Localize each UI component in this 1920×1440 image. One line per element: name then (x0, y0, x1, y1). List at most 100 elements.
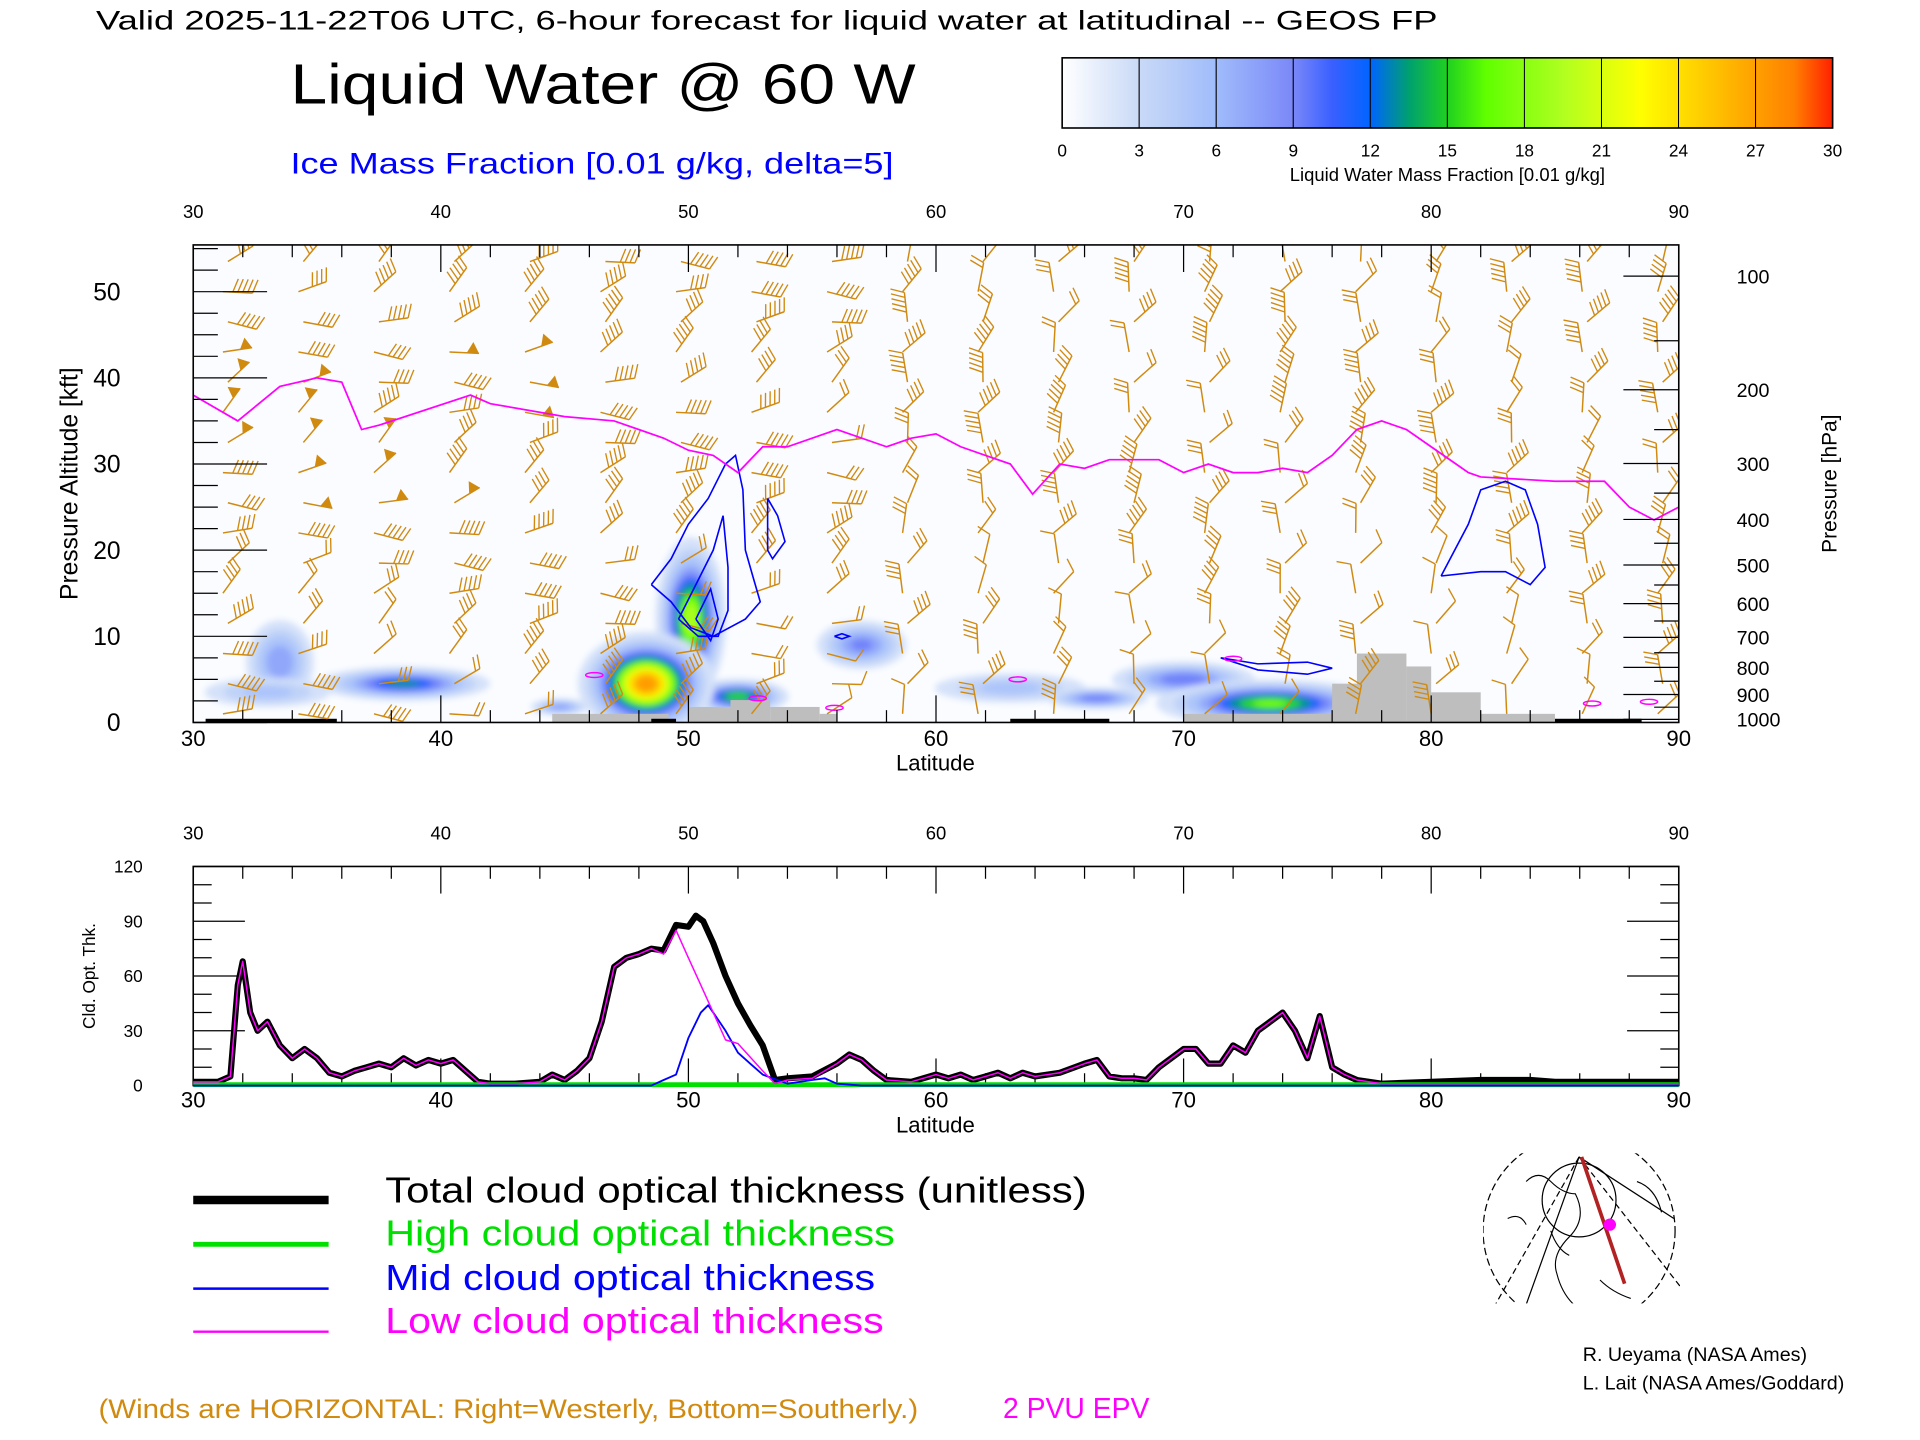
wind-barb-feather (1569, 535, 1584, 540)
wind-barb-feather (239, 532, 247, 547)
wind-barb-feather (709, 618, 719, 632)
wind-barb-feather (1435, 495, 1446, 508)
wind-barb (1416, 410, 1437, 443)
wind-barb-feather (623, 406, 634, 419)
wind-barb-feather (538, 244, 540, 259)
wind-barb-staff (982, 663, 1006, 685)
terrain-block (1480, 713, 1555, 723)
wind-barb (982, 244, 1003, 262)
wind-barb (901, 435, 918, 473)
wind-barb-feather (322, 524, 331, 538)
wind-barb-feather (1643, 327, 1658, 333)
wind-barb-feather (390, 384, 396, 400)
colorbar-tick-label: 9 (1289, 140, 1299, 160)
wind-barb (1497, 315, 1513, 353)
wind-barb-feather (1593, 230, 1606, 243)
wind-barb-feather (538, 582, 548, 597)
wind-barb-feather (845, 284, 855, 297)
wind-barb-feather (478, 521, 486, 535)
wind-barb-staff (906, 540, 928, 564)
wind-barb-feather (316, 632, 319, 648)
x-tick-label-top: 40 (431, 822, 452, 843)
wind-barb-feather (964, 415, 979, 419)
wind-barb-feather (1211, 478, 1220, 493)
wind-barb-feather (1343, 353, 1358, 359)
wind-barb-feather (1583, 676, 1595, 688)
wind-barb-feather (770, 432, 779, 446)
wind-barb-feather (702, 533, 707, 548)
wind-barb-feather (1519, 647, 1529, 660)
wind-barb (529, 552, 567, 570)
wind-barb (1428, 495, 1447, 534)
x-tick-label-top: 50 (678, 822, 699, 843)
wind-barb-feather (1263, 438, 1278, 444)
wind-barb-feather (1119, 648, 1134, 655)
x-tick-label-top: 60 (926, 201, 947, 222)
wind-barb-feather (905, 469, 918, 481)
wind-barb-pennant (309, 417, 323, 430)
wind-barb-feather (547, 601, 549, 617)
wind-barb-feather (251, 641, 259, 656)
wind-barb (1284, 529, 1308, 564)
wind-barb-feather (916, 596, 924, 611)
liquid-water-blob (726, 692, 750, 701)
wind-barb-feather (382, 523, 393, 536)
wind-barb-feather (308, 595, 317, 609)
wind-barb-feather (1436, 388, 1444, 403)
wind-barb-feather (1269, 394, 1283, 404)
wind-barb-feather (532, 440, 542, 454)
wind-barb-feather (1581, 512, 1590, 526)
wind-barb (298, 340, 336, 358)
wind-barb-feather (704, 400, 712, 414)
wind-barb-feather (1186, 384, 1202, 389)
wind-barb-feather (959, 686, 974, 691)
wind-barb-feather (612, 502, 620, 517)
wind-barb (1430, 438, 1453, 474)
wind-barb-feather (1139, 410, 1149, 423)
wind-barb-feather (850, 244, 856, 259)
wind-barb (902, 378, 925, 413)
wind-barb-feather (446, 452, 456, 465)
wind-barb-feather (314, 588, 324, 602)
wind-barb-staff (982, 534, 991, 564)
wind-barb (977, 284, 994, 323)
wind-barb-pennant (466, 342, 479, 354)
y-tick-label: 60 (124, 966, 143, 986)
wind-barb-feather (1491, 272, 1506, 278)
wind-barb-feather (1496, 538, 1511, 545)
wind-barb-feather (979, 392, 986, 406)
wind-barb (1186, 439, 1206, 473)
wind-barb (1511, 647, 1529, 685)
wind-barb-pennant (239, 337, 253, 350)
wind-barb (982, 650, 1006, 685)
wind-barb-feather (473, 701, 481, 716)
wind-barb-feather (1647, 603, 1662, 610)
wind-barb-feather (249, 244, 254, 247)
wind-barb-feather (1638, 380, 1653, 384)
wind-barb-feather (1058, 650, 1070, 663)
wind-barb-feather (534, 474, 544, 489)
wind-barb-staff (1661, 534, 1671, 564)
wind-barb-feather (689, 251, 700, 265)
wind-barb-pennant (242, 420, 254, 434)
wind-barb-feather (885, 569, 901, 575)
wind-barb-feather (685, 399, 693, 414)
wind-barb (524, 333, 554, 353)
wind-barb-feather (255, 497, 266, 511)
wind-barb (600, 584, 638, 602)
wind-barb-feather (974, 555, 987, 566)
wind-barb-staff (1435, 535, 1448, 564)
wind-barb-feather (311, 272, 314, 287)
wind-barb-feather (831, 513, 837, 528)
wind-barb (751, 387, 781, 414)
wind-barb-feather (312, 703, 321, 717)
wind-barb-feather (1277, 646, 1291, 656)
wind-barb-feather (1041, 321, 1056, 329)
wind-barb (222, 513, 256, 534)
wind-barb-feather (325, 629, 328, 645)
ice-mass-contour (695, 586, 719, 643)
wind-barb-feather (312, 341, 321, 355)
wind-barb-feather (482, 558, 492, 571)
wind-barb-feather (1419, 353, 1434, 359)
wind-barb (373, 343, 412, 361)
